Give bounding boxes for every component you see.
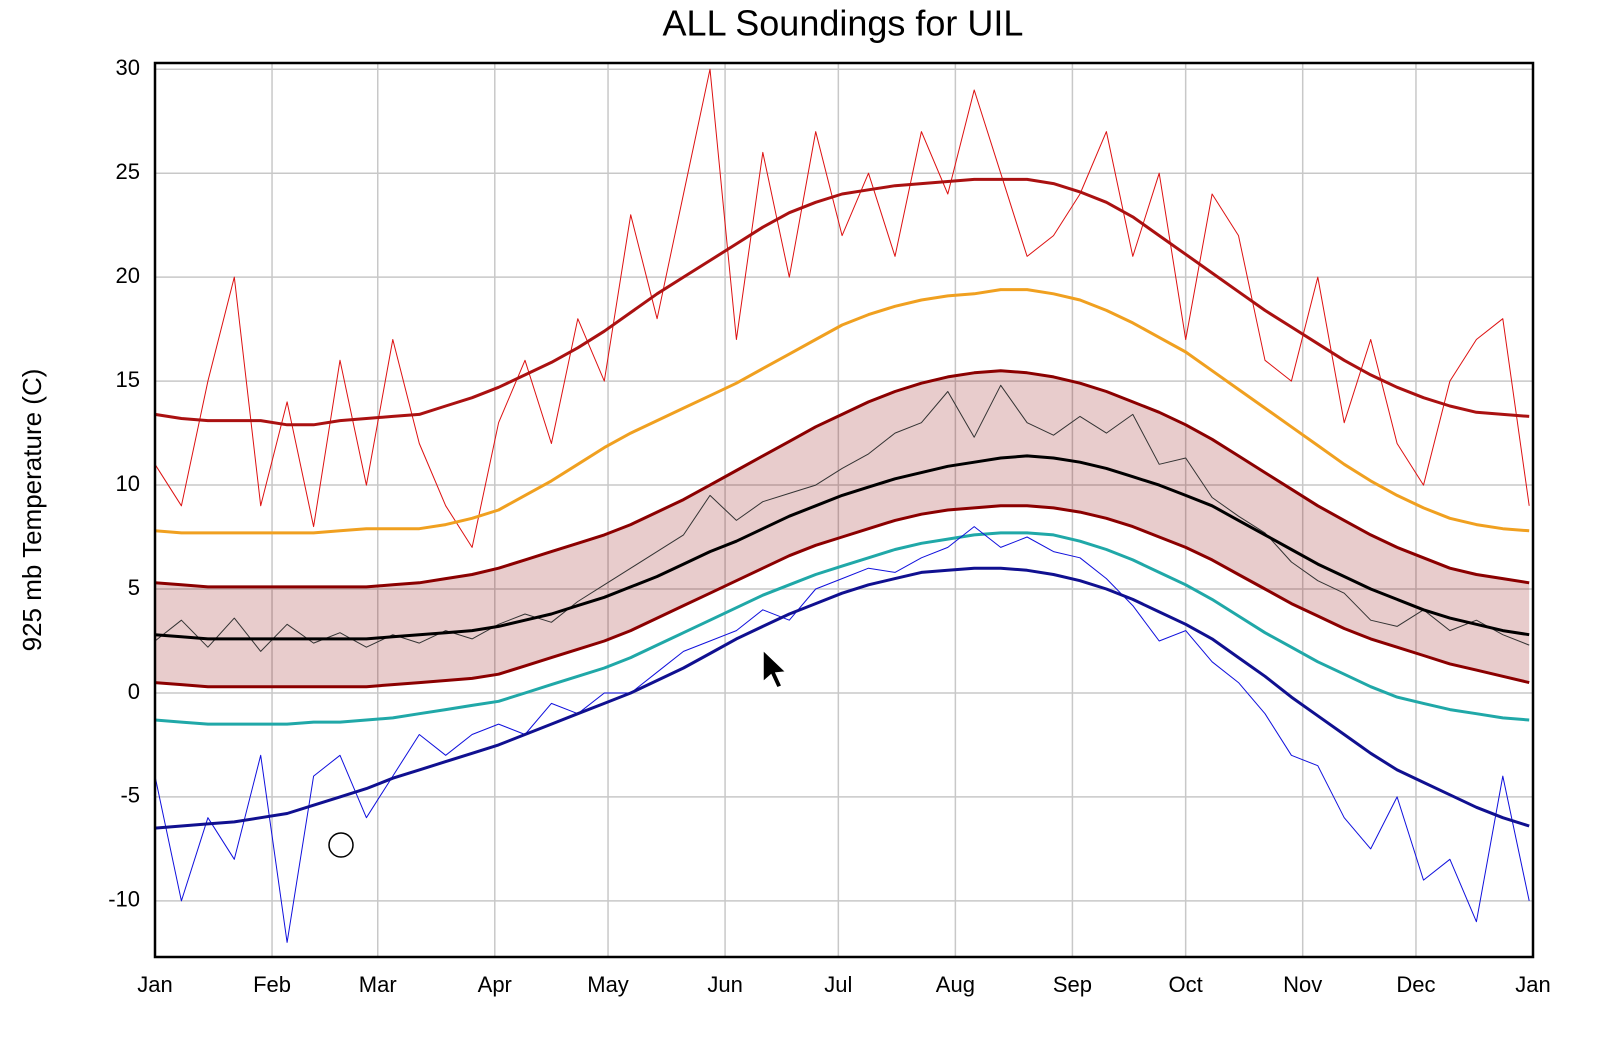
series-line: [154, 566, 1530, 830]
plot-border: [153, 61, 1535, 959]
y-tick-label: 0: [128, 679, 140, 704]
y-tick-label: 15: [116, 367, 140, 392]
x-tick-label: Jul: [824, 972, 852, 997]
x-tick-label: Sep: [1053, 972, 1092, 997]
y-tick-label: 30: [116, 55, 140, 80]
y-tick-label: -10: [108, 887, 140, 912]
x-tick-label: Jan: [137, 972, 172, 997]
series-line: [154, 504, 1530, 689]
band-fill: [155, 370, 1530, 687]
x-tick-label: Feb: [253, 972, 291, 997]
chart-title: ALL Soundings for UIL: [663, 3, 1024, 44]
x-tick-label: Aug: [936, 972, 975, 997]
y-axis-label: 925 mb Temperature (C): [17, 369, 47, 652]
x-tick-label: Mar: [359, 972, 397, 997]
series-line: [154, 454, 1530, 641]
mouse-pointer: [762, 648, 788, 689]
series-line: [154, 531, 1530, 726]
series-line: [154, 369, 1530, 589]
x-tick-label: Nov: [1283, 972, 1322, 997]
y-tick-label: 20: [116, 263, 140, 288]
x-tick-label: Apr: [478, 972, 512, 997]
cursor-ring: [328, 832, 354, 858]
y-tick-label: -5: [120, 783, 140, 808]
series-line: [154, 526, 1530, 943]
x-tick-label: Jan: [1515, 972, 1550, 997]
y-tick-label: 5: [128, 575, 140, 600]
x-tick-label: Dec: [1396, 972, 1435, 997]
x-tick-label: May: [587, 972, 629, 997]
plot: -10 -5 0 5 10 15 20 25 30 Jan Feb Mar Apr May Jun Jul Au…: [108, 55, 1551, 997]
series-line: [154, 177, 1530, 427]
x-tick-label: Oct: [1169, 972, 1203, 997]
y-tick-label: 10: [116, 471, 140, 496]
series-line: [154, 68, 1530, 548]
series-line: [154, 288, 1530, 535]
y-tick-label: 25: [116, 159, 140, 184]
x-tick-label: Jun: [707, 972, 742, 997]
